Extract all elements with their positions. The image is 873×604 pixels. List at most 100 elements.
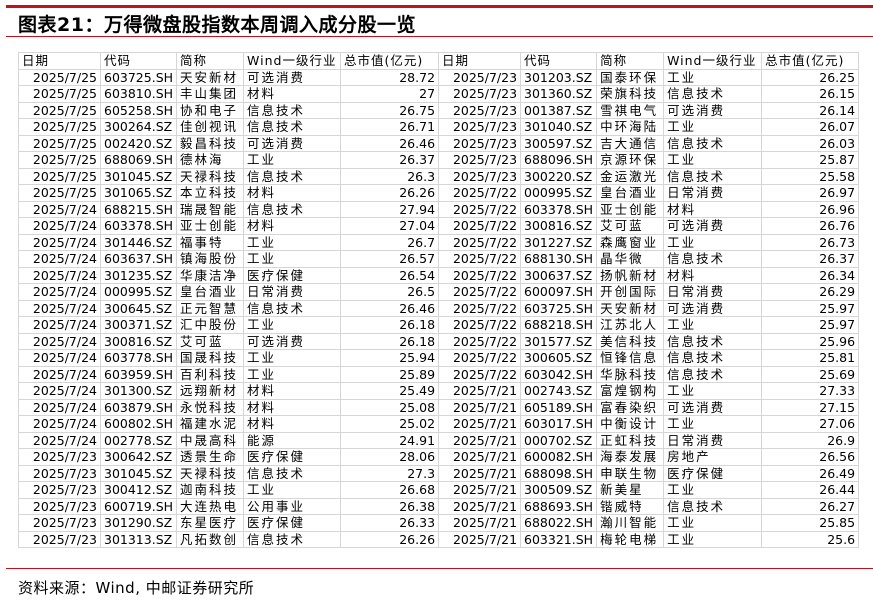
code-cell: 300642.SZ bbox=[99, 448, 178, 466]
date-cell: 2025/7/25 bbox=[18, 167, 101, 185]
date-cell: 2025/7/23 bbox=[438, 118, 522, 136]
market-cap-cell: 26.37 bbox=[761, 250, 860, 268]
industry-cell: 工业 bbox=[243, 233, 342, 251]
code-cell: 605258.SH bbox=[99, 101, 178, 119]
table-row: 2025/7/25 603725.SH 天安新材 可选消费 28.72 2025/7/23… bbox=[18, 68, 860, 86]
date-cell: 2025/7/23 bbox=[438, 134, 522, 152]
name-cell: 东星医疗 bbox=[176, 514, 245, 532]
table-row: 2025/7/24 300645.SZ 正元智慧 信息技术 26.46 2025/7/22… bbox=[18, 299, 860, 317]
industry-cell: 工业 bbox=[243, 365, 342, 383]
market-cap-cell: 26.15 bbox=[761, 85, 860, 103]
industry-cell: 工业 bbox=[663, 68, 763, 86]
code-cell: 301227.SZ bbox=[520, 233, 598, 251]
code-cell: 300371.SZ bbox=[99, 316, 178, 334]
name-cell: 协和电子 bbox=[176, 101, 245, 119]
market-cap-cell: 25.81 bbox=[761, 349, 860, 367]
name-cell: 佳创视讯 bbox=[176, 118, 245, 136]
date-cell: 2025/7/23 bbox=[438, 151, 522, 169]
date-cell: 2025/7/21 bbox=[438, 481, 522, 499]
code-cell: 603810.SH bbox=[99, 85, 178, 103]
table-row: 2025/7/25 301045.SZ 天禄科技 信息技术 26.3 2025/7/23 3… bbox=[18, 167, 860, 185]
market-cap-cell: 25.87 bbox=[761, 151, 860, 169]
industry-cell: 信息技术 bbox=[663, 134, 763, 152]
table-row: 2025/7/24 603879.SH 永悦科技 材料 25.08 2025/7/21 60… bbox=[18, 398, 860, 416]
date-cell: 2025/7/24 bbox=[18, 200, 101, 218]
industry-cell: 可选消费 bbox=[663, 398, 763, 416]
date-cell: 2025/7/24 bbox=[18, 217, 101, 235]
name-cell: 凡拓数创 bbox=[176, 530, 245, 548]
industry-cell: 信息技术 bbox=[243, 299, 342, 317]
industry-cell: 信息技术 bbox=[243, 200, 342, 218]
date-cell: 2025/7/21 bbox=[438, 464, 522, 482]
market-cap-cell: 24.91 bbox=[340, 431, 440, 449]
name-cell: 中晟高科 bbox=[176, 431, 245, 449]
market-cap-cell: 26.03 bbox=[761, 134, 860, 152]
name-cell: 福事特 bbox=[176, 233, 245, 251]
name-cell: 皇台酒业 bbox=[596, 184, 665, 202]
table-row: 2025/7/25 300264.SZ 佳创视讯 信息技术 26.71 2025/7/23… bbox=[18, 118, 860, 136]
market-cap-cell: 26.34 bbox=[761, 266, 860, 284]
code-cell: 688096.SH bbox=[520, 151, 598, 169]
industry-cell: 工业 bbox=[243, 481, 342, 499]
market-cap-cell: 26.7 bbox=[340, 233, 440, 251]
industry-cell: 日常消费 bbox=[663, 431, 763, 449]
market-cap-cell: 25.69 bbox=[761, 365, 860, 383]
name-cell: 毅昌科技 bbox=[176, 134, 245, 152]
market-cap-cell: 26.76 bbox=[761, 217, 860, 235]
industry-cell: 可选消费 bbox=[243, 68, 342, 86]
code-cell: 603378.SH bbox=[520, 200, 598, 218]
table-row: 2025/7/24 301300.SZ 远翔新材 材料 25.49 2025/7/21 00… bbox=[18, 382, 860, 400]
date-cell: 2025/7/23 bbox=[18, 448, 101, 466]
code-cell: 000995.SZ bbox=[520, 184, 598, 202]
name-cell: 海泰发展 bbox=[596, 448, 665, 466]
industry-cell: 信息技术 bbox=[243, 118, 342, 136]
code-cell: 301446.SZ bbox=[99, 233, 178, 251]
date-cell: 2025/7/24 bbox=[18, 398, 101, 416]
market-cap-cell: 26.57 bbox=[340, 250, 440, 268]
date-cell: 2025/7/24 bbox=[18, 266, 101, 284]
date-cell: 2025/7/24 bbox=[18, 415, 101, 433]
market-cap-cell: 26.9 bbox=[761, 431, 860, 449]
market-cap-cell: 26.54 bbox=[340, 266, 440, 284]
column-header: Wind一级行业 bbox=[663, 52, 763, 70]
industry-cell: 日常消费 bbox=[243, 283, 342, 301]
industry-cell: 材料 bbox=[243, 415, 342, 433]
date-cell: 2025/7/25 bbox=[18, 85, 101, 103]
title-divider bbox=[6, 36, 873, 37]
market-cap-cell: 26.75 bbox=[340, 101, 440, 119]
date-cell: 2025/7/24 bbox=[18, 349, 101, 367]
code-cell: 600719.SH bbox=[99, 497, 178, 515]
column-header: 日期 bbox=[18, 52, 101, 70]
market-cap-cell: 25.49 bbox=[340, 382, 440, 400]
industry-cell: 信息技术 bbox=[663, 167, 763, 185]
name-cell: 晶华微 bbox=[596, 250, 665, 268]
code-cell: 603725.SH bbox=[520, 299, 598, 317]
name-cell: 新美星 bbox=[596, 481, 665, 499]
name-cell: 富煌钢构 bbox=[596, 382, 665, 400]
table-row: 2025/7/25 002420.SZ 毅昌科技 可选消费 26.46 2025/7/23… bbox=[18, 134, 860, 152]
industry-cell: 工业 bbox=[663, 481, 763, 499]
date-cell: 2025/7/22 bbox=[438, 233, 522, 251]
code-cell: 002420.SZ bbox=[99, 134, 178, 152]
market-cap-cell: 27.33 bbox=[761, 382, 860, 400]
name-cell: 本立科技 bbox=[176, 184, 245, 202]
date-cell: 2025/7/24 bbox=[18, 283, 101, 301]
name-cell: 镇海股份 bbox=[176, 250, 245, 268]
code-cell: 301045.SZ bbox=[99, 464, 178, 482]
date-cell: 2025/7/22 bbox=[438, 266, 522, 284]
market-cap-cell: 26.38 bbox=[340, 497, 440, 515]
industry-cell: 日常消费 bbox=[663, 184, 763, 202]
date-cell: 2025/7/24 bbox=[18, 431, 101, 449]
name-cell: 京源环保 bbox=[596, 151, 665, 169]
name-cell: 天安新材 bbox=[596, 299, 665, 317]
industry-cell: 公用事业 bbox=[243, 497, 342, 515]
code-cell: 301040.SZ bbox=[520, 118, 598, 136]
date-cell: 2025/7/25 bbox=[18, 101, 101, 119]
date-cell: 2025/7/24 bbox=[18, 365, 101, 383]
code-cell: 300637.SZ bbox=[520, 266, 598, 284]
industry-cell: 信息技术 bbox=[663, 250, 763, 268]
name-cell: 正虹科技 bbox=[596, 431, 665, 449]
name-cell: 扬帆新材 bbox=[596, 266, 665, 284]
code-cell: 002743.SZ bbox=[520, 382, 598, 400]
name-cell: 迦南科技 bbox=[176, 481, 245, 499]
